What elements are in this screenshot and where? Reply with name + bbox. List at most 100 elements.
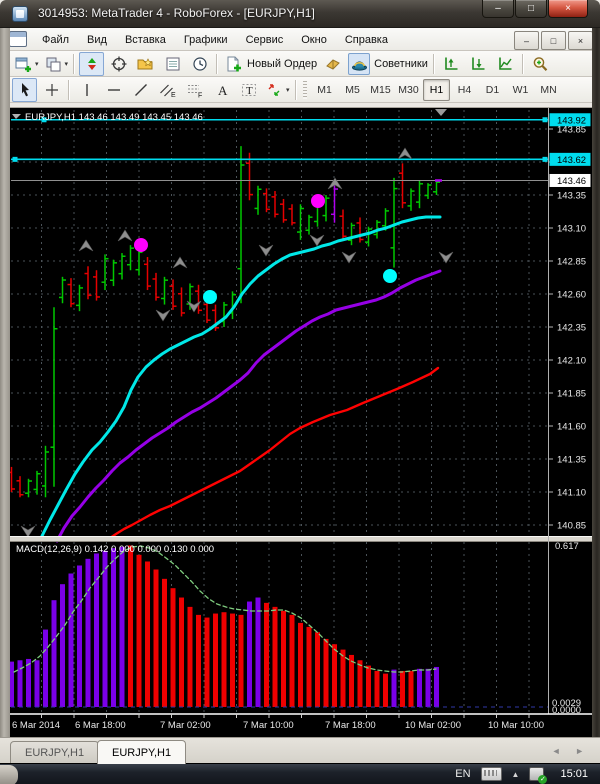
ma-cyan-line bbox=[40, 215, 442, 538]
signal-dot bbox=[311, 194, 325, 208]
profiles-button[interactable]: ▾ bbox=[42, 52, 70, 76]
close-button[interactable]: × bbox=[548, 0, 588, 18]
taskbar-clock[interactable]: 15:01 bbox=[560, 768, 588, 780]
hidden-icons-chevron[interactable]: ▲ bbox=[511, 769, 520, 779]
timeframe-m30-button[interactable]: M30 bbox=[398, 83, 419, 96]
timeframe-w1-button[interactable]: W1 bbox=[512, 83, 529, 96]
fractal-down-arrow-icon bbox=[438, 251, 454, 264]
history-center-button[interactable] bbox=[187, 52, 212, 76]
price-badge-label: 143.62 bbox=[557, 155, 586, 166]
price-axis[interactable]: 143.85143.60143.35143.10142.85142.60142.… bbox=[548, 108, 591, 716]
cursor-button[interactable] bbox=[12, 77, 37, 102]
macd-histogram-bar bbox=[391, 669, 397, 707]
arrows-button[interactable]: ▾ bbox=[263, 78, 291, 102]
child-minimize-button[interactable]: – bbox=[514, 31, 539, 50]
menu-item-0[interactable]: Файл bbox=[42, 34, 70, 46]
tab-eurjpy-h1-active[interactable]: EURJPY,H1 bbox=[97, 740, 187, 764]
child-close-button[interactable]: × bbox=[568, 31, 593, 50]
timeframe-m1-button[interactable]: M1 bbox=[317, 83, 332, 96]
order-doc-icon bbox=[223, 54, 243, 74]
menu-item-1[interactable]: Вид bbox=[87, 34, 107, 46]
pane-divider[interactable] bbox=[10, 536, 592, 542]
macd-histogram-bar bbox=[408, 670, 414, 707]
macd-histogram-bar bbox=[26, 658, 31, 707]
macd-histogram-bar bbox=[425, 668, 431, 707]
device-tray-icon[interactable] bbox=[529, 767, 548, 784]
timeframe-h4-button[interactable]: H4 bbox=[457, 83, 472, 96]
label-button[interactable]: T bbox=[236, 78, 261, 102]
trendline-button[interactable] bbox=[128, 78, 153, 102]
macd-histogram-bar bbox=[136, 554, 142, 707]
scale-up-icon bbox=[441, 54, 461, 74]
timeframe-mn-button[interactable]: MN bbox=[540, 83, 557, 96]
zoom-in-button[interactable] bbox=[528, 52, 553, 76]
horizontal-line-object[interactable] bbox=[11, 117, 548, 123]
price-chart[interactable]: EURJPY,H1 143.46 143.49 143.45 143.46 MAC… bbox=[8, 108, 592, 737]
macd-histogram-bar bbox=[170, 588, 176, 707]
minimize-button[interactable]: – bbox=[482, 0, 514, 18]
price-tick-label: 141.10 bbox=[557, 488, 586, 499]
advisor-hat-icon bbox=[348, 52, 371, 75]
horizontal-line-object[interactable] bbox=[11, 156, 548, 162]
crosshair-button[interactable] bbox=[39, 78, 64, 102]
bar-scale-up-button[interactable] bbox=[439, 52, 464, 76]
target-icon bbox=[109, 54, 129, 74]
timeframe-m15-button[interactable]: M15 bbox=[370, 83, 391, 96]
macd-histogram-bar bbox=[383, 673, 388, 707]
toolbar-separator bbox=[432, 53, 435, 74]
tab-eurjpy-h1-inactive[interactable]: EURJPY,H1 bbox=[10, 741, 100, 763]
time-tick-label: 6 Mar 18:00 bbox=[75, 720, 126, 731]
chart-shift-button[interactable] bbox=[106, 52, 131, 76]
eraser-button[interactable] bbox=[320, 52, 345, 76]
advisors-button[interactable]: Советники bbox=[347, 52, 429, 76]
macd-histogram-bar bbox=[221, 612, 227, 707]
bar-scale-fix-button[interactable] bbox=[466, 52, 491, 76]
fibonacci-button[interactable]: F bbox=[182, 78, 207, 102]
menu-item-4[interactable]: Сервис bbox=[245, 34, 284, 46]
language-indicator[interactable]: EN bbox=[455, 768, 471, 780]
timeframe-m5-button[interactable]: M5 bbox=[345, 83, 360, 96]
menu-item-6[interactable]: Справка bbox=[344, 34, 388, 46]
chart-shift-marker-icon[interactable] bbox=[435, 109, 447, 116]
time-axis[interactable]: 6 Mar 2014 6 Mar 18:00 7 Mar 02:00 7 Mar 10… bbox=[10, 713, 592, 731]
vline-icon bbox=[77, 80, 97, 100]
menu-item-2[interactable]: Вставка bbox=[124, 34, 166, 46]
fractal-up-arrow-icon bbox=[327, 177, 343, 190]
channel-button[interactable]: E bbox=[155, 78, 180, 102]
new-chart-button[interactable]: ▾ bbox=[12, 52, 40, 76]
trendline-icon bbox=[131, 80, 151, 100]
eraser-icon bbox=[323, 54, 343, 74]
window-border-right bbox=[592, 28, 600, 737]
fractal-up-arrow-icon bbox=[117, 229, 133, 242]
keyboard-icon[interactable] bbox=[480, 767, 502, 781]
fractal-arrows-layer bbox=[20, 147, 454, 538]
timeframe-h1-button[interactable]: H1 bbox=[423, 78, 451, 101]
timeframe-d1-button[interactable]: D1 bbox=[485, 83, 500, 96]
macd-pane[interactable] bbox=[9, 545, 548, 708]
templates-button[interactable] bbox=[133, 52, 158, 76]
toolbar-grip[interactable] bbox=[302, 80, 307, 99]
menu-item-3[interactable]: Графики bbox=[183, 34, 228, 46]
new-order-button-label: Новый Ордер bbox=[247, 57, 318, 70]
tab-scroll-arrows[interactable]: ◄ ► bbox=[551, 746, 590, 756]
cursor-icon bbox=[15, 80, 35, 100]
title-bar[interactable]: 3014953: MetaTrader 4 - RoboForex - [EUR… bbox=[0, 0, 600, 28]
line-chart-button[interactable] bbox=[493, 52, 518, 76]
macd-histogram-bar bbox=[153, 569, 159, 707]
dropdown-caret-icon: ▾ bbox=[286, 86, 290, 94]
child-restore-button[interactable]: □ bbox=[541, 31, 566, 50]
label-t-icon: T bbox=[239, 80, 259, 100]
vertical-line-button[interactable] bbox=[74, 78, 99, 102]
maximize-button[interactable]: □ bbox=[515, 0, 547, 18]
data-window-button[interactable] bbox=[160, 52, 185, 76]
horizontal-line-button[interactable] bbox=[101, 78, 126, 102]
macd-histogram-bar bbox=[417, 668, 422, 707]
autoscroll-button[interactable] bbox=[79, 51, 105, 76]
macd-histogram-bar bbox=[323, 638, 329, 707]
crosshair-icon bbox=[42, 80, 62, 100]
new-order-button[interactable]: Новый Ордер bbox=[222, 52, 318, 76]
menu-item-5[interactable]: Окно bbox=[301, 34, 327, 46]
profiles-icon bbox=[43, 54, 63, 74]
text-button[interactable]: A bbox=[209, 78, 234, 102]
fractal-up-arrow-icon bbox=[172, 256, 188, 269]
